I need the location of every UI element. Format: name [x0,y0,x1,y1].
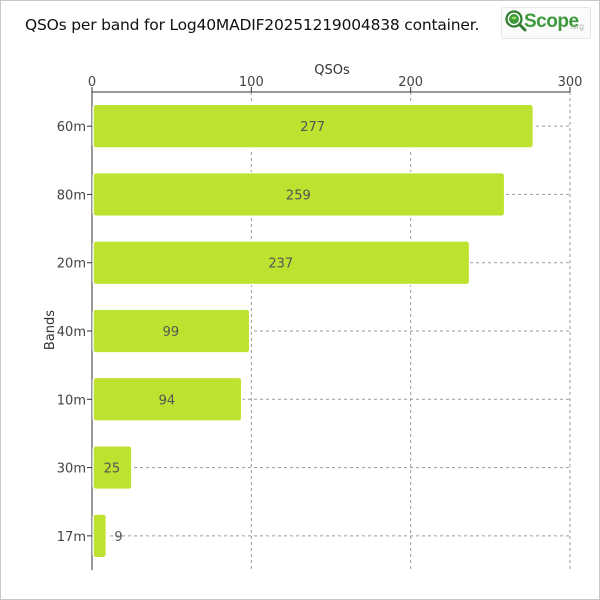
x-tick-label: 100 [239,75,264,90]
chart-title: QSOs per band for Log40MADIF202512190048… [25,16,480,34]
y-tick-label: 60m [57,120,86,135]
bar-80m[interactable] [92,171,506,218]
bar-value-label: 9 [114,530,122,545]
axis-layer: 0 100 200 300 60m 80m 20m 40m 10m 30m 17m [57,75,583,570]
bar-17m[interactable] [92,513,108,559]
bar-value-label: 99 [163,325,180,340]
bar-value-label: 94 [159,393,176,408]
bar-60m[interactable] [92,103,535,149]
x-tick-label: 300 [558,75,583,90]
bar-20m[interactable] [92,240,471,286]
bar-40m[interactable] [92,308,251,354]
x-tick-label: 0 [88,75,96,90]
y-tick-label: 80m [57,188,86,203]
logo-domain-suffix: .org [570,22,584,31]
y-tick-label: 17m [57,530,86,545]
y-axis-title: Bands [43,310,58,350]
bar-10m[interactable] [92,376,243,422]
bar-value-label: 259 [286,188,311,203]
y-tick-label: 20m [57,257,86,272]
bar-30m[interactable] [92,444,133,491]
bar-value-label: 25 [104,462,121,477]
logo-wordmark: Scope [524,11,579,32]
y-tick-label: 10m [57,393,86,408]
qscope-magnifier-logo-icon [505,10,527,32]
bar-value-label: 277 [300,120,325,135]
y-tick-label: 30m [57,462,86,477]
x-axis-title: QSOs [314,63,350,78]
y-tick-label: 40m [57,325,86,340]
x-tick-label: 200 [398,75,423,90]
bar-value-label: 237 [268,257,293,272]
qscope-logo[interactable]: Scope .org [501,7,591,39]
